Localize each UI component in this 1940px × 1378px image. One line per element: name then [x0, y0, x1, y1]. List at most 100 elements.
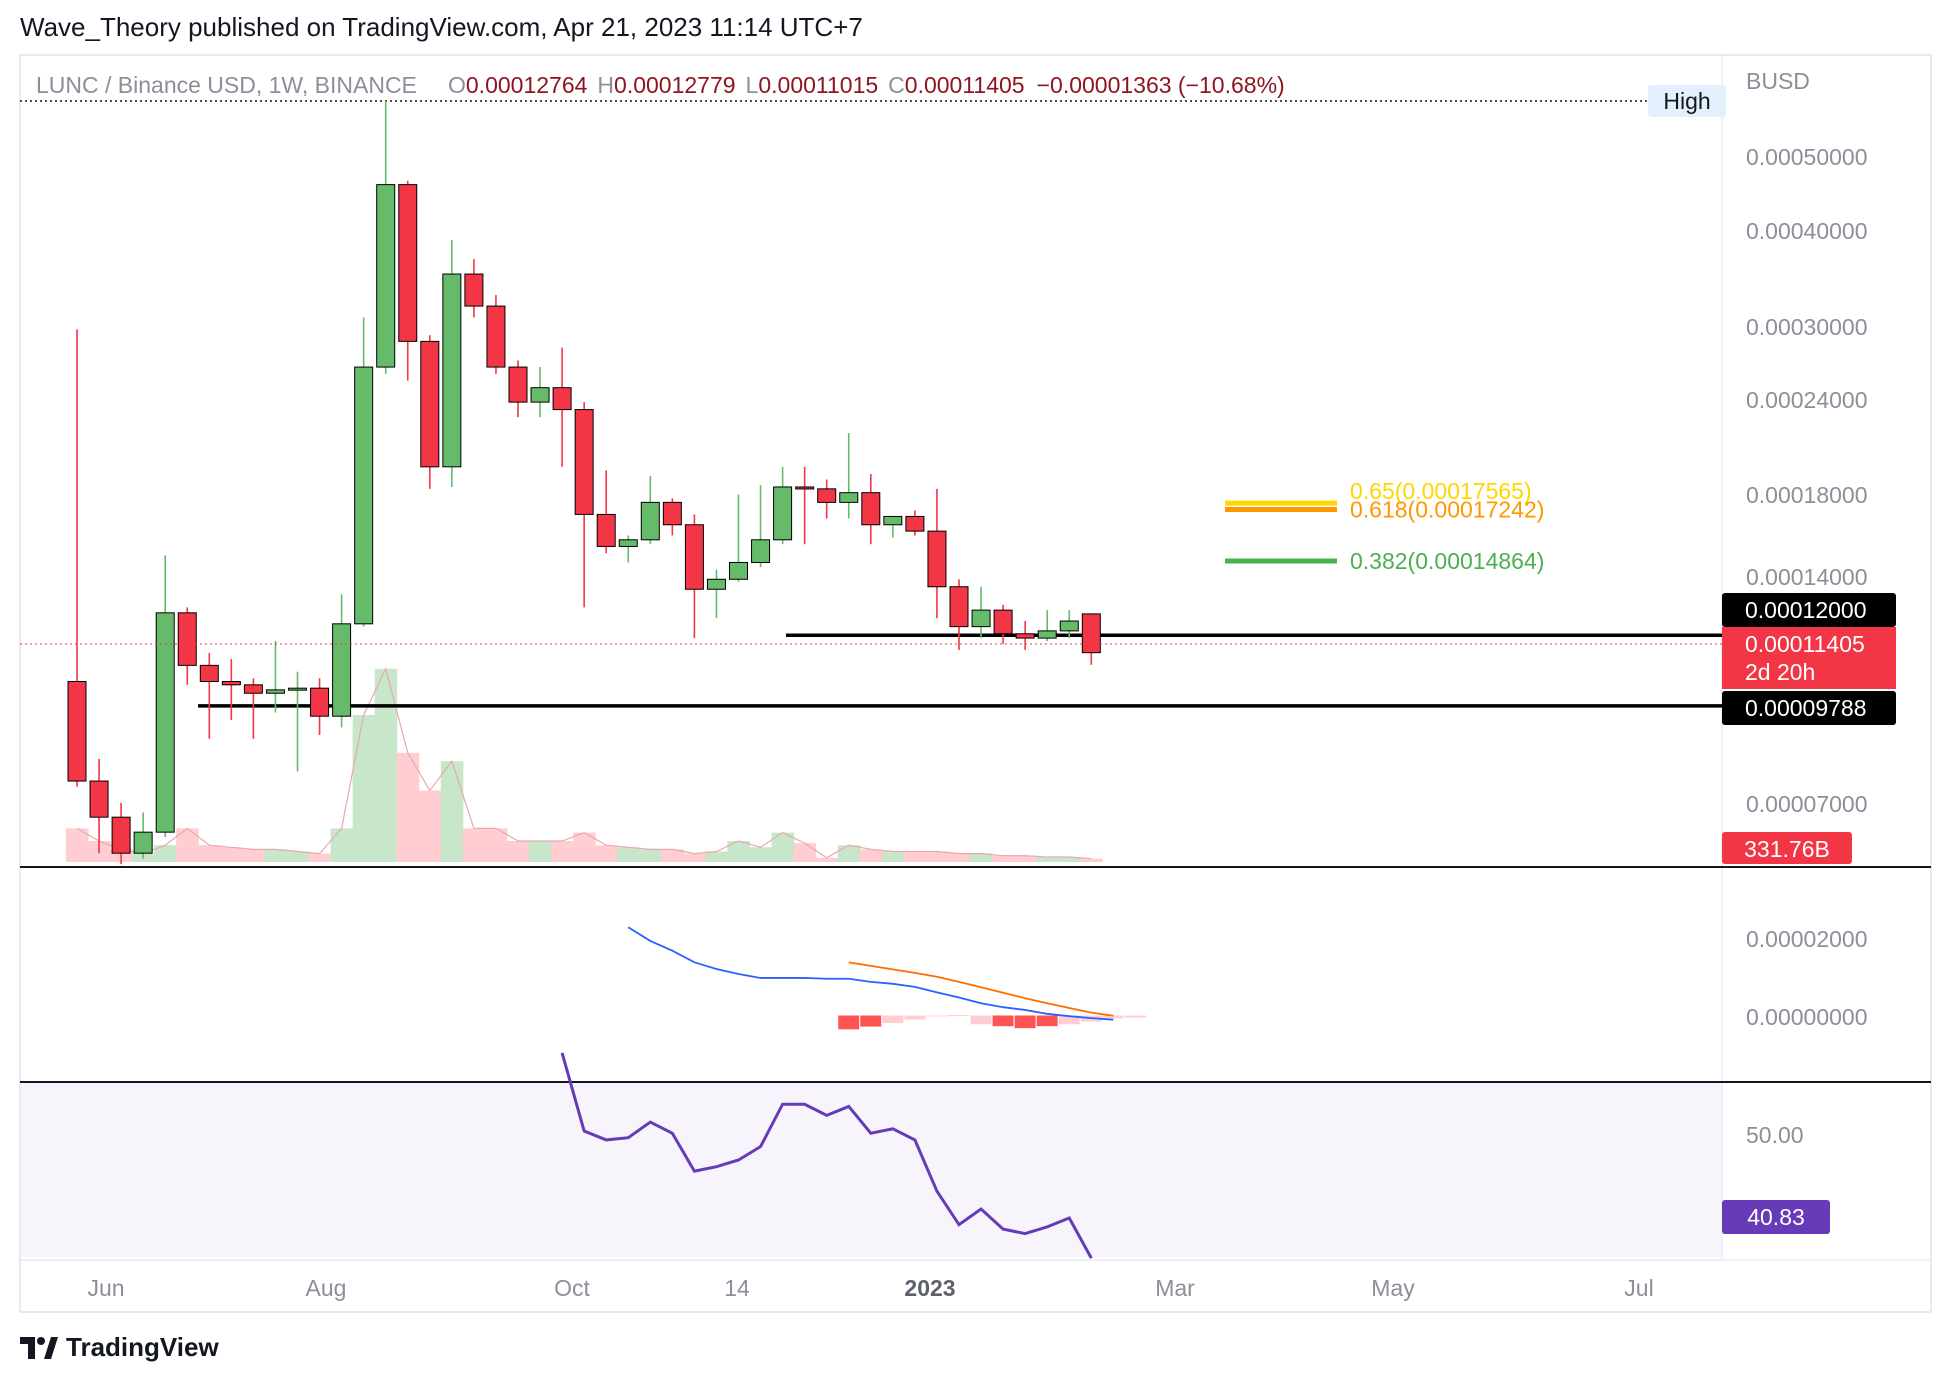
- volume-bar: [220, 847, 243, 862]
- candle-body: [133, 831, 153, 854]
- candle-body: [751, 539, 771, 563]
- volume-bar: [154, 845, 177, 862]
- candle-body: [265, 689, 285, 694]
- candle-body: [574, 409, 594, 515]
- fib-retracement: 0.65(0.00017565)0.618(0.00017242) 0.382(0…: [1225, 478, 1544, 574]
- volume-bar: [286, 851, 310, 862]
- rsi-line: [560, 1052, 1093, 1259]
- candlestick-series: [67, 101, 1101, 865]
- volume-bar: [198, 845, 221, 862]
- macd-histogram-bar: [1013, 1014, 1037, 1030]
- candle-body: [596, 513, 616, 547]
- volume-bar: [1036, 856, 1059, 862]
- volume-bar: [396, 752, 420, 862]
- candle-body: [662, 501, 682, 526]
- price-tick: 0.00018000: [1746, 482, 1868, 508]
- volume-bar: [176, 828, 199, 862]
- volume-bar: [837, 845, 861, 862]
- time-tick: May: [1371, 1275, 1415, 1301]
- volume-bar: [1080, 858, 1103, 862]
- candle-body: [971, 609, 991, 628]
- macd-histogram-bar: [859, 1014, 883, 1028]
- volume-bar: [529, 841, 552, 862]
- candle-body: [442, 273, 462, 468]
- macd-tick: 0.00002000: [1746, 926, 1868, 952]
- volume-bar: [462, 828, 486, 862]
- volume-bar: [551, 841, 574, 862]
- candle-body: [243, 684, 263, 694]
- volume-bar: [683, 853, 706, 862]
- rsi-value: 40.83: [1747, 1204, 1805, 1230]
- candle-body: [398, 184, 418, 342]
- tradingview-logo[interactable]: TradingView: [20, 1332, 219, 1363]
- currency-label: BUSD: [1746, 68, 1810, 94]
- volume-bar: [661, 849, 684, 862]
- last-price-box: [1722, 627, 1896, 689]
- rsi-value-box: [1722, 1200, 1830, 1234]
- candle-body: [905, 515, 925, 532]
- chart-frame: [19, 54, 1932, 1313]
- candle-body: [927, 530, 947, 588]
- candle-body: [1059, 620, 1079, 632]
- candle-body: [640, 501, 660, 541]
- level-label-box-lower: [1722, 691, 1896, 725]
- macd-indicator: [627, 926, 1147, 1031]
- volume-area: [65, 667, 1103, 862]
- candle-body: [111, 816, 131, 854]
- volume-outline: [76, 667, 1092, 860]
- macd-histogram-bar: [969, 1014, 993, 1026]
- volume-bar: [881, 851, 905, 862]
- candle-body: [1015, 633, 1035, 639]
- macd-line: [627, 926, 1114, 1021]
- volume-bar: [308, 853, 332, 862]
- level-label-lower: 0.00009788: [1745, 695, 1867, 721]
- candle-body: [486, 305, 506, 368]
- volume-bar: [264, 849, 287, 862]
- ohlc-line: O0.00012764 H0.00012779 L0.00011015 C0.0001…: [448, 72, 1285, 98]
- macd-histogram-bar: [1123, 1014, 1147, 1019]
- volume-bar: [65, 828, 89, 862]
- candle-body: [310, 687, 330, 717]
- volume-bar: [374, 668, 398, 862]
- time-tick: Jul: [1624, 1275, 1653, 1301]
- macd-histogram-bar: [1035, 1014, 1059, 1028]
- low-value: 0.00011015: [758, 72, 878, 98]
- symbol-label: LUNC / Binance USD, 1W, BINANCE: [36, 72, 417, 98]
- candle-body: [530, 387, 550, 403]
- candle-body: [1037, 630, 1057, 639]
- macd-signal-line: [848, 961, 1114, 1017]
- price-tick: 0.00024000: [1746, 387, 1868, 413]
- candle-body: [684, 524, 704, 590]
- support-levels: [198, 633, 1722, 708]
- rsi-tick: 50.00: [1746, 1122, 1804, 1148]
- volume-bar: [947, 853, 971, 862]
- candle-body: [508, 366, 528, 403]
- candle-body: [89, 780, 109, 818]
- close-value: 0.00011405: [905, 72, 1025, 98]
- volume-bar: [793, 843, 817, 862]
- last-price-label: 0.00011405: [1745, 631, 1865, 657]
- candle-body: [883, 515, 903, 526]
- candle-body: [949, 586, 969, 628]
- candle-body: [839, 492, 859, 503]
- fib-label: 0.382(0.00014864): [1350, 548, 1544, 574]
- open-label: O: [448, 72, 466, 98]
- low-label: L: [746, 72, 759, 98]
- candle-body: [67, 680, 87, 782]
- open-value: 0.00012764: [466, 72, 588, 98]
- price-tick: 0.00007000: [1746, 791, 1868, 817]
- volume-bar: [970, 853, 993, 862]
- candle-body: [795, 486, 815, 490]
- volume-bar: [859, 849, 883, 862]
- volume-bar: [727, 841, 751, 862]
- price-tick: 0.00030000: [1746, 314, 1868, 340]
- time-tick: Mar: [1155, 1275, 1195, 1301]
- price-tick: 0.00040000: [1746, 218, 1868, 244]
- candle-body: [354, 366, 374, 625]
- high-value: 0.00012779: [614, 72, 736, 98]
- candle-body: [773, 486, 793, 541]
- candle-body: [376, 184, 396, 368]
- candle-body: [288, 687, 307, 691]
- candle-body: [420, 340, 440, 468]
- candle-body: [1081, 613, 1101, 654]
